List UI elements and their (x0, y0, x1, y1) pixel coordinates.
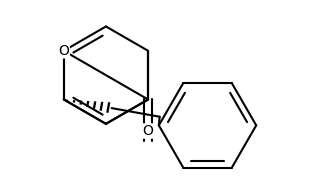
Text: O: O (58, 44, 69, 58)
Text: O: O (143, 124, 154, 138)
